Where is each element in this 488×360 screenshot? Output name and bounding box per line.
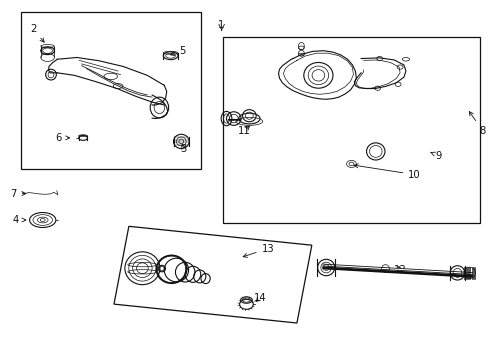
Text: 9: 9 — [429, 151, 441, 161]
Text: 2: 2 — [30, 24, 44, 42]
Text: 11: 11 — [238, 126, 250, 136]
Bar — [21, 12, 201, 169]
Text: 6: 6 — [56, 133, 69, 143]
Text: 1: 1 — [218, 20, 224, 30]
Text: 10: 10 — [353, 164, 420, 180]
Text: 5: 5 — [170, 46, 185, 57]
Text: 7: 7 — [10, 189, 26, 199]
Text: 3: 3 — [180, 144, 186, 154]
Text: 13: 13 — [243, 244, 274, 257]
Text: 4: 4 — [13, 215, 26, 225]
Text: 12: 12 — [393, 265, 406, 275]
Bar — [222, 37, 479, 223]
Text: 8: 8 — [468, 112, 485, 136]
Text: 14: 14 — [253, 293, 266, 303]
